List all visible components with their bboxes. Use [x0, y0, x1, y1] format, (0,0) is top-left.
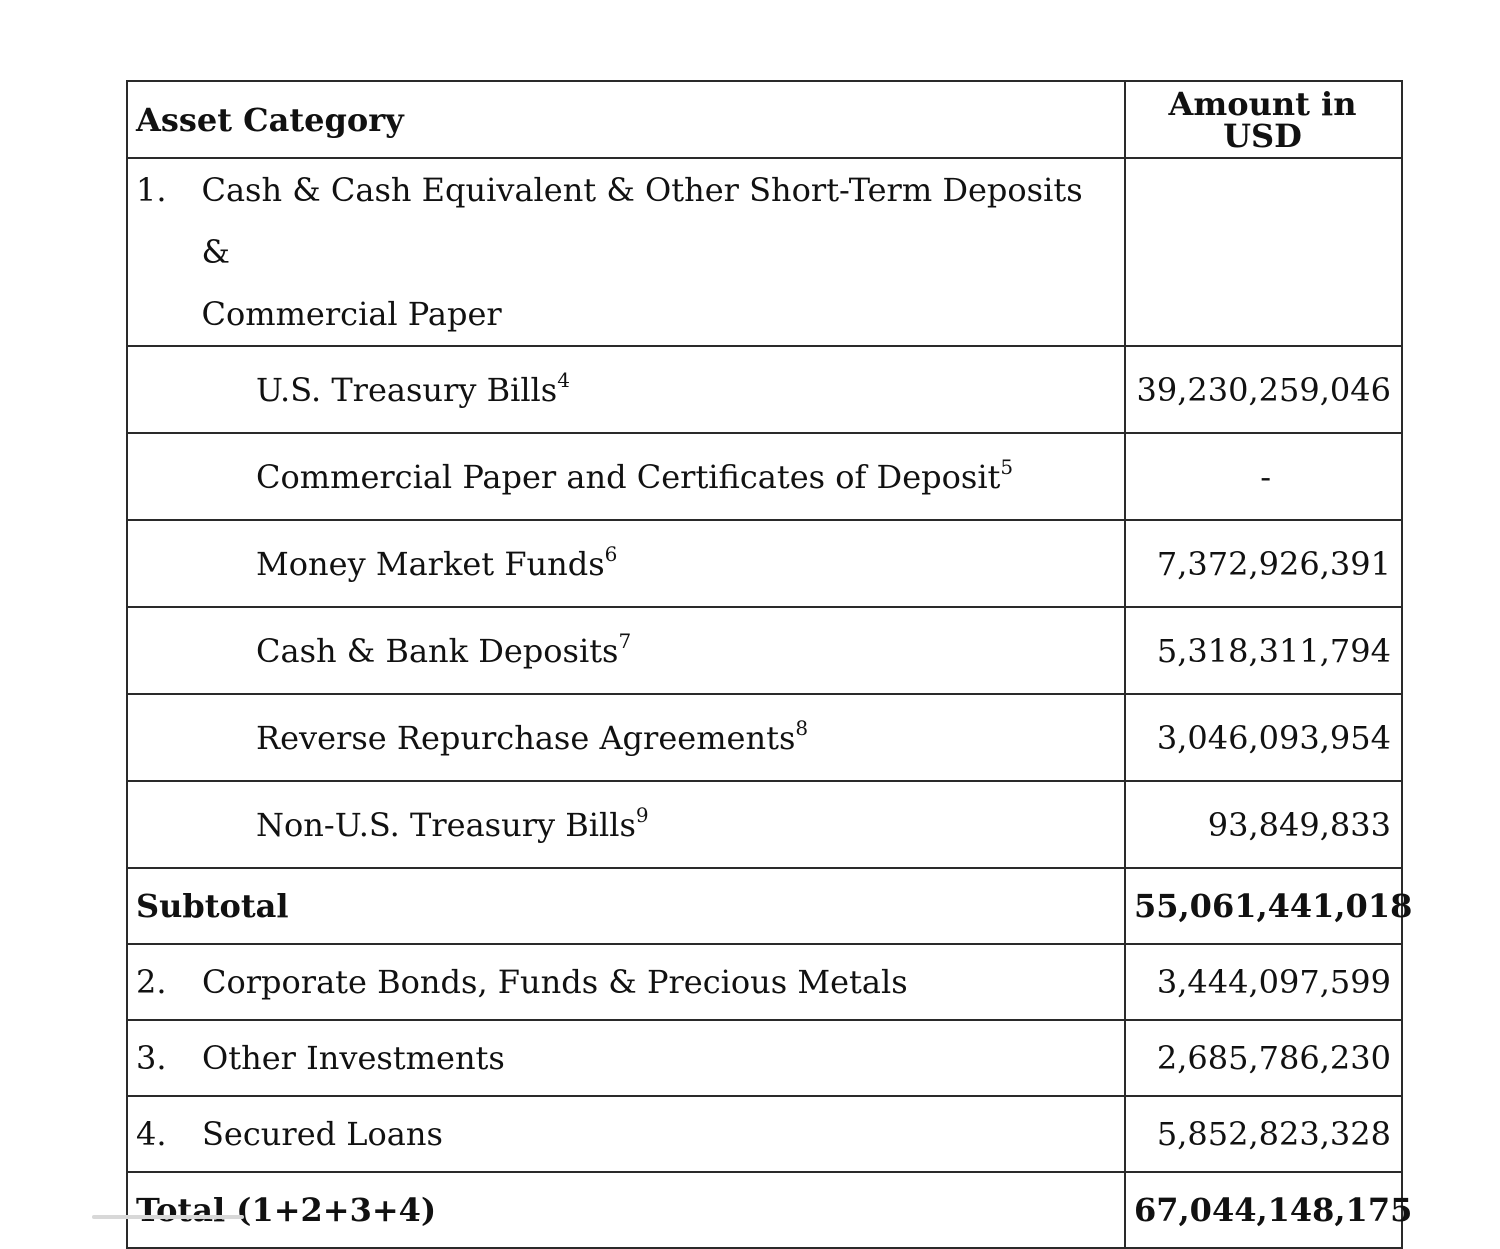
category-label: Corporate Bonds, Funds & Precious Metals [202, 963, 908, 1001]
category-amount: 2,685,786,230 [1124, 1019, 1403, 1097]
sub-item-cell: U.S. Treasury Bills4 [126, 345, 1126, 434]
table-row: Reverse Repurchase Agreements8 3,046,093… [126, 693, 1403, 782]
sub-item-cell: Reverse Repurchase Agreements8 [126, 693, 1126, 782]
header-amount-usd: Amount in USD [1124, 80, 1403, 159]
category-amount: 5,852,823,328 [1124, 1095, 1403, 1173]
category-number: 1. [136, 171, 167, 209]
category-label: Other Investments [202, 1039, 505, 1077]
scroll-indicator [92, 1215, 244, 1219]
sub-item-cell: Money Market Funds6 [126, 519, 1126, 608]
table-row: Cash & Bank Deposits7 5,318,311,794 [126, 606, 1403, 695]
sub-item-label: U.S. Treasury Bills [256, 370, 558, 409]
subtotal-amount: 55,061,441,018 [1124, 867, 1412, 945]
category-number: 3. [136, 1039, 167, 1077]
table-row: Money Market Funds6 7,372,926,391 [126, 519, 1403, 608]
category-label-line1: Cash & Cash Equivalent & Other Short-Ter… [201, 171, 1083, 271]
table-row: 1. Cash & Cash Equivalent & Other Short-… [126, 157, 1403, 347]
footnote-marker: 4 [557, 367, 570, 392]
sub-item-cell: Non-U.S. Treasury Bills9 [126, 780, 1126, 869]
table-row: 3. Other Investments 2,685,786,230 [126, 1019, 1403, 1097]
sub-item-label: Commercial Paper and Certificates of Dep… [256, 457, 1001, 496]
table-row: 2. Corporate Bonds, Funds & Precious Met… [126, 943, 1403, 1021]
sub-item-amount: 3,046,093,954 [1124, 693, 1403, 782]
sub-item-amount: 39,230,259,046 [1124, 345, 1403, 434]
table-row: 4. Secured Loans 5,852,823,328 [126, 1095, 1403, 1173]
table-row: Non-U.S. Treasury Bills9 93,849,833 [126, 780, 1403, 869]
sub-item-label: Money Market Funds [256, 544, 605, 583]
category-cell: 4. Secured Loans [126, 1095, 1126, 1173]
sub-item-amount: 93,849,833 [1124, 780, 1403, 869]
total-label: Total (1+2+3+4) [126, 1171, 1126, 1249]
asset-table: Asset Category Amount in USD 1. Cash & C… [126, 80, 1412, 1249]
total-amount: 67,044,148,175 [1124, 1171, 1412, 1249]
table-row: U.S. Treasury Bills4 39,230,259,046 [126, 345, 1403, 434]
footnote-marker: 9 [635, 802, 649, 827]
category-cell: 3. Other Investments [126, 1019, 1126, 1097]
header-asset-category: Asset Category [126, 80, 1126, 159]
sub-item-cell: Cash & Bank Deposits7 [126, 606, 1126, 695]
table-header-row: Asset Category Amount in USD [126, 80, 1403, 159]
sub-item-label: Non-U.S. Treasury Bills [256, 805, 636, 844]
category-amount: 3,444,097,599 [1124, 943, 1403, 1021]
category-label-line2: Commercial Paper [201, 295, 502, 333]
total-row: Total (1+2+3+4) 67,044,148,175 [126, 1171, 1412, 1249]
sub-item-label: Reverse Repurchase Agreements [256, 718, 796, 757]
subtotal-row: Subtotal 55,061,441,018 [126, 867, 1412, 945]
category-1-amount [1124, 157, 1403, 347]
footnote-marker: 5 [1000, 454, 1014, 479]
category-number: 4. [136, 1115, 167, 1153]
footnote-marker: 6 [604, 541, 618, 566]
table-row: Commercial Paper and Certificates of Dep… [126, 432, 1403, 521]
sub-item-amount: 5,318,311,794 [1124, 606, 1403, 695]
category-cell: 2. Corporate Bonds, Funds & Precious Met… [126, 943, 1126, 1021]
category-number: 2. [136, 963, 167, 1001]
subtotal-label: Subtotal [126, 867, 1126, 945]
sub-item-cell: Commercial Paper and Certificates of Dep… [126, 432, 1126, 521]
category-label: Secured Loans [202, 1115, 443, 1153]
category-1-cell: 1. Cash & Cash Equivalent & Other Short-… [126, 157, 1126, 347]
sub-item-label: Cash & Bank Deposits [256, 631, 619, 670]
sub-item-amount: 7,372,926,391 [1124, 519, 1403, 608]
sub-item-amount: - [1124, 432, 1403, 521]
category-label: Cash & Cash Equivalent & Other Short-Ter… [201, 159, 1114, 345]
footnote-marker: 8 [795, 715, 809, 740]
footnote-marker: 7 [618, 628, 632, 653]
